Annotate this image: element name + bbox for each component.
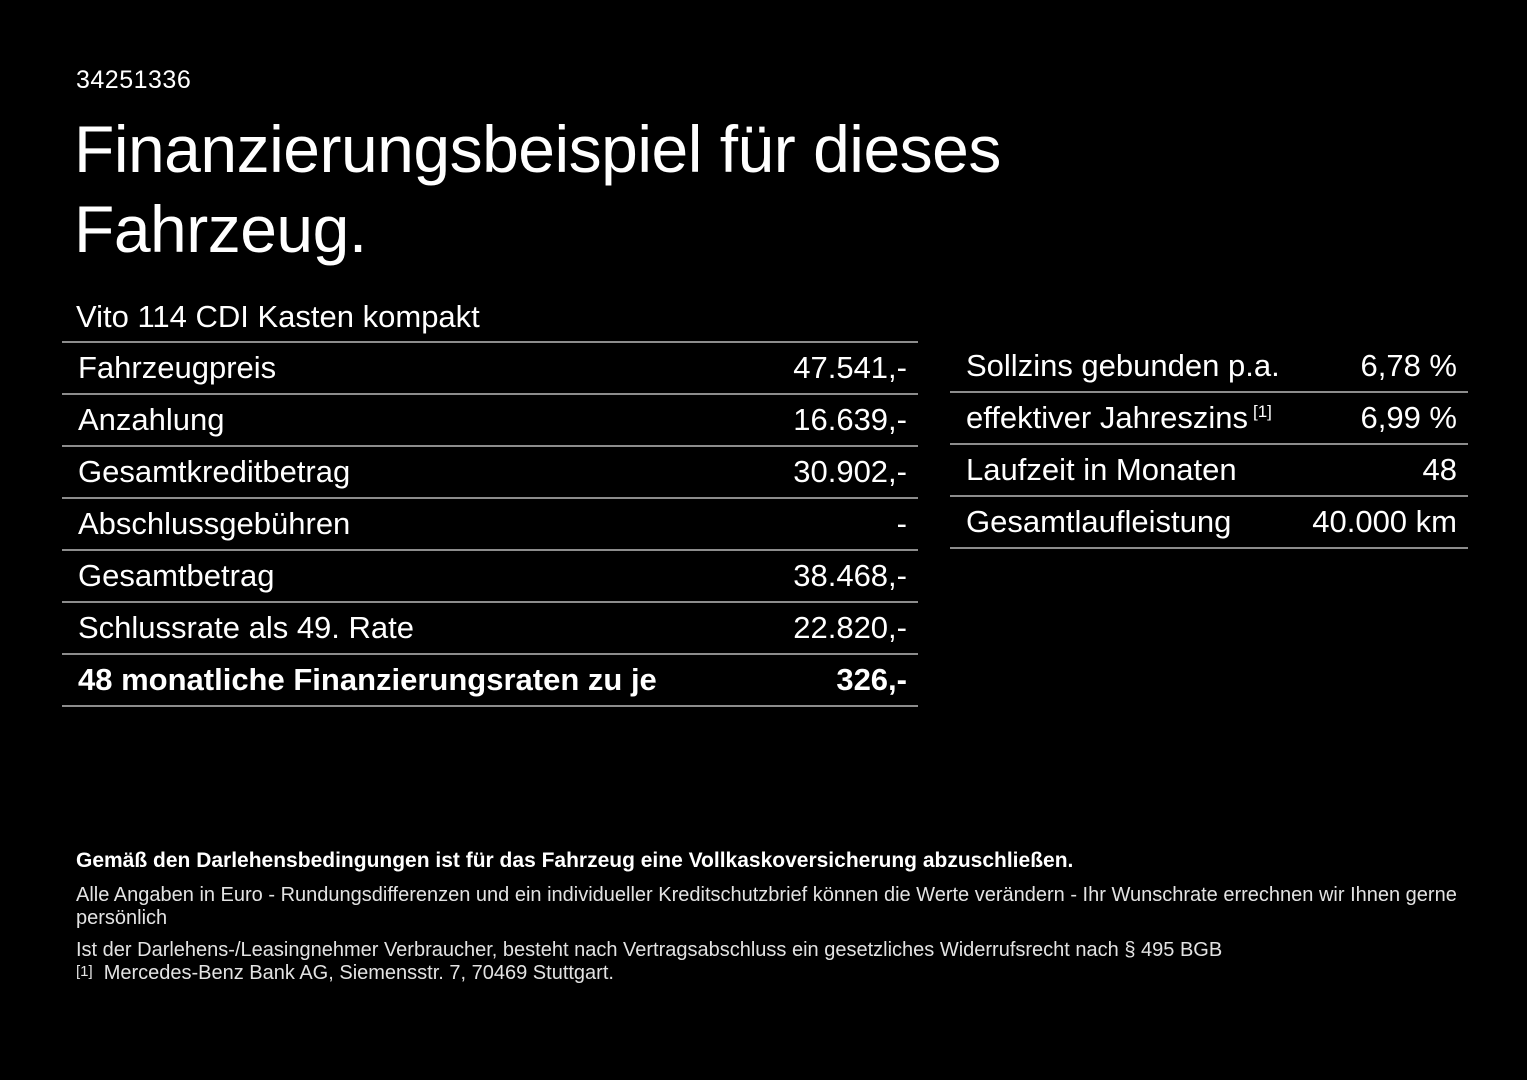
insurance-note: Gemäß den Darlehensbedingungen ist für d…	[76, 849, 1074, 872]
row-label: effektiver Jahreszins [1]	[966, 400, 1272, 436]
row-value: 6,78 %	[1360, 348, 1457, 383]
row-value: -	[896, 506, 907, 541]
table-row: Abschlussgebühren -	[62, 499, 918, 551]
table-row-monthly-rate: 48 monatliche Finanzierungsraten zu je 3…	[62, 655, 918, 707]
table-row: Laufzeit in Monaten 48	[950, 445, 1468, 497]
row-label: Anzahlung	[78, 402, 225, 437]
row-label: Schlussrate als 49. Rate	[78, 610, 415, 645]
row-value: 40.000 km	[1312, 504, 1457, 539]
page-title: Finanzierungsbeispiel für dieses Fahrzeu…	[74, 109, 1001, 269]
row-label: Fahrzeugpreis	[78, 350, 277, 385]
row-value: 30.902,-	[793, 454, 907, 489]
row-label: Gesamtkreditbetrag	[78, 454, 351, 489]
footnote-marker: [1]	[76, 963, 93, 980]
bank-footnote: [1] Mercedes-Benz Bank AG, Siemensstr. 7,…	[76, 962, 1476, 985]
table-row: Gesamtbetrag 38.468,-	[62, 551, 918, 603]
page-title-line1: Finanzierungsbeispiel für dieses	[74, 112, 1001, 186]
footnote-text: Mercedes-Benz Bank AG, Siemensstr. 7, 70…	[103, 962, 614, 984]
row-value: 47.541,-	[793, 350, 907, 385]
row-label-text: effektiver Jahreszins	[966, 400, 1248, 435]
disclaimer-line: Ist der Darlehens-/Leasingnehmer Verbrau…	[76, 939, 1223, 961]
row-label: Gesamtlaufleistung	[966, 504, 1232, 539]
row-label: Laufzeit in Monaten	[966, 452, 1237, 487]
table-row: Schlussrate als 49. Rate 22.820,-	[62, 603, 918, 655]
row-value: 22.820,-	[793, 610, 907, 645]
row-label: Abschlussgebühren	[78, 506, 351, 541]
footer-disclaimers: Gemäß den Darlehensbedingungen ist für d…	[76, 849, 1476, 985]
vehicle-id: 34251336	[76, 66, 192, 94]
disclaimer-line: Alle Angaben in Euro - Rundungsdifferenz…	[76, 884, 1457, 929]
table-row: Gesamtlaufleistung 40.000 km	[950, 497, 1468, 549]
row-label: Sollzins gebunden p.a.	[966, 348, 1280, 383]
footnote-marker: [1]	[1253, 402, 1272, 421]
finance-table: Fahrzeugpreis 47.541,- Anzahlung 16.639,…	[62, 341, 918, 707]
table-row: effektiver Jahreszins [1] 6,99 %	[950, 393, 1468, 445]
row-value: 16.639,-	[793, 402, 907, 437]
vehicle-model-subtitle: Vito 114 CDI Kasten kompakt	[76, 299, 480, 334]
table-row: Gesamtkreditbetrag 30.902,-	[62, 447, 918, 499]
table-row: Fahrzeugpreis 47.541,-	[62, 343, 918, 395]
row-value: 48	[1422, 452, 1457, 487]
conditions-table: Sollzins gebunden p.a. 6,78 % effektiver…	[950, 341, 1468, 549]
table-row: Anzahlung 16.639,-	[62, 395, 918, 447]
row-value: 6,99 %	[1360, 400, 1457, 435]
row-label: 48 monatliche Finanzierungsraten zu je	[78, 662, 657, 697]
row-label: Gesamtbetrag	[78, 558, 275, 593]
page-title-line2: Fahrzeug.	[74, 192, 367, 266]
table-row: Sollzins gebunden p.a. 6,78 %	[950, 341, 1468, 393]
row-value: 38.468,-	[793, 558, 907, 593]
row-value: 326,-	[836, 662, 907, 697]
